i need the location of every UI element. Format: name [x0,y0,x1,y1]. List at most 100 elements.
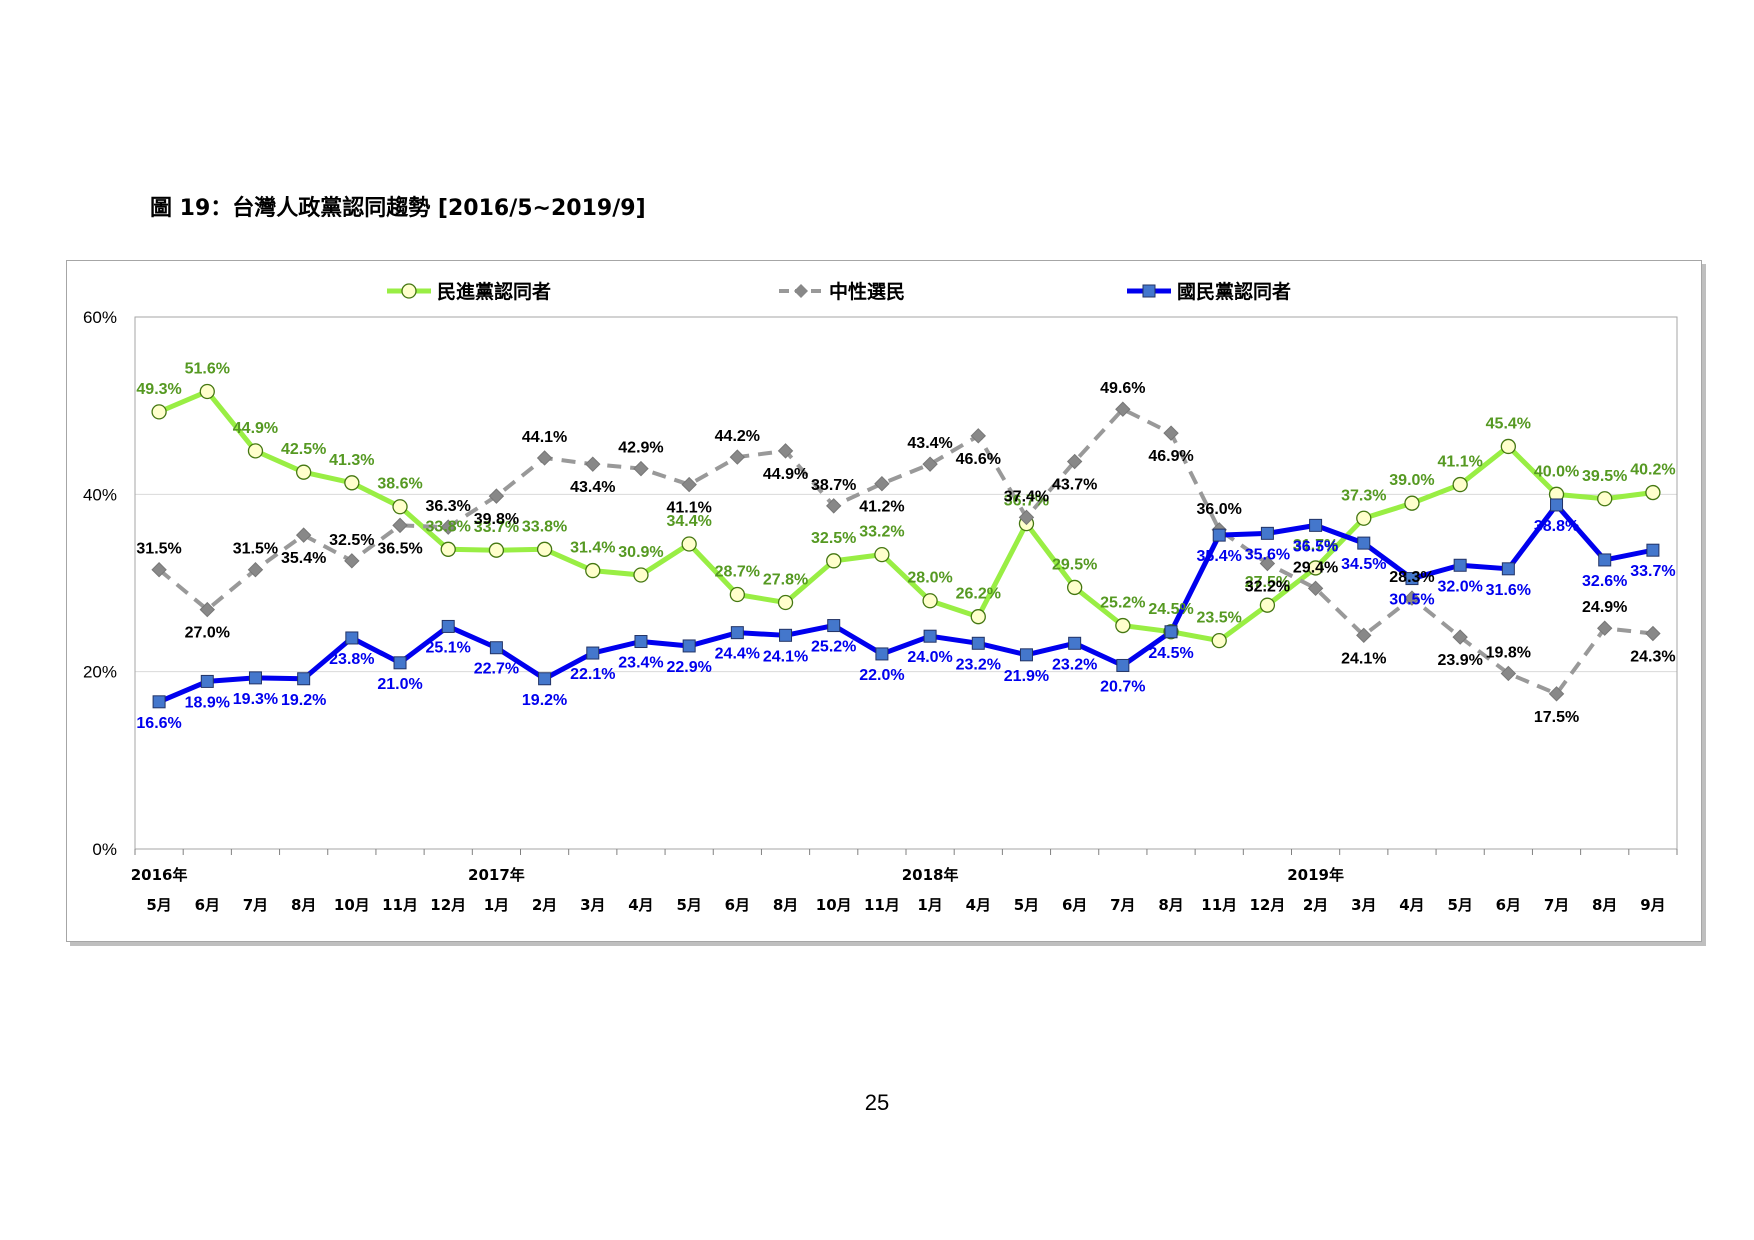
data-label: 31.4% [570,540,615,557]
data-label: 46.9% [1148,448,1193,465]
data-point-diamond [1307,580,1324,597]
data-point-circle [199,383,215,400]
data-point-square [1550,498,1564,512]
data-label: 36.5% [377,540,422,557]
data-label: 39.8% [474,511,519,528]
data-label: 35.4% [1197,548,1242,565]
data-point-circle [151,404,167,420]
data-label: 27.0% [185,625,230,642]
data-label: 23.8% [329,651,374,668]
data-label: 37.3% [1341,487,1386,504]
data-point-square [875,647,889,661]
data-label: 22.9% [666,659,711,676]
data-point-diamond [536,450,553,466]
x-tick-label: 5月 [1014,896,1039,914]
series-markers [151,383,1661,709]
data-label: 24.5% [1148,601,1193,618]
data-point-square [827,619,841,633]
data-label: 36.3% [426,498,471,515]
data-label: 33.2% [859,524,904,541]
data-point-circle [296,464,312,480]
data-point-diamond [440,519,456,535]
data-label: 32.6% [1582,573,1627,590]
data-point-circle [1211,632,1227,649]
data-point-diamond [488,488,505,504]
data-point-square [393,656,407,670]
x-tick-label: 2月 [532,896,557,914]
data-point-square [1405,572,1419,586]
data-point-circle [729,586,745,603]
data-label: 26.2% [956,586,1001,603]
data-label: 21.0% [377,676,422,693]
data-label: 36.5% [1293,538,1338,555]
data-point-square [1164,625,1178,639]
x-tick-label: 7月 [1110,896,1135,914]
x-tick-label: 3月 [1351,896,1376,914]
data-point-square [779,628,793,642]
data-label: 43.4% [907,435,952,452]
data-label: 23.2% [956,656,1001,673]
data-label: 25.1% [426,639,471,656]
data-label: 32.2% [1245,578,1290,595]
data-point-circle [488,542,505,558]
data-point-circle [970,609,986,625]
data-point-square [923,629,937,643]
data-point-diamond [1548,686,1565,702]
data-label: 41.2% [859,499,904,516]
page-title: 圖 19：台灣人政黨認同趨勢 [2016/5~2019/9] [150,196,646,221]
data-label: 31.7% [1293,537,1338,554]
data-point-diamond [729,449,746,465]
data-point-diamond [1163,425,1179,441]
data-label: 44.1% [522,429,567,446]
x-tick-label: 2月 [1303,896,1328,914]
data-label: 24.3% [1630,649,1675,666]
x-tick-label: 9月 [1640,896,1665,914]
data-labels: 49.3%51.6%44.9%42.5%41.3%38.6%33.8% 33.7%… [136,360,1675,731]
data-point-circle [1356,510,1372,526]
y-tick-label: 40% [83,485,117,504]
data-label: 38.6% [377,476,422,493]
data-point-square [1019,648,1033,662]
data-label: 24.4% [715,646,760,663]
data-point-diamond [392,517,408,534]
x-tick-label: 6月 [1496,896,1521,914]
data-label: 34.5% [1341,556,1386,573]
axes: 0% 20% 40% 60% 5月 6月 7月 8月 10月 11月 12月 1月 2月 3月 4月 5月 6月… [83,308,1678,914]
data-label: 19.3% [233,691,278,708]
data-label: 23.4% [618,655,663,672]
data-label: 32.5% [329,532,374,549]
data-label: 19.2% [522,692,567,709]
data-point-square [1309,518,1323,532]
data-label: 42.9% [618,440,663,457]
data-label: 42.5% [281,441,326,458]
data-label: 21.9% [1004,668,1049,685]
x-tick-label: 1月 [484,896,509,914]
data-point-circle [1597,491,1613,507]
data-point-diamond [247,561,264,578]
x-tick-label: 11月 [864,896,900,914]
data-point-diamond [199,601,215,618]
data-label: 25.2% [1100,595,1145,612]
x-year-label: 2019年 [1287,866,1344,884]
x-tick-label: 8月 [291,896,316,914]
series-line-1 [157,407,1654,696]
data-point-diamond [1356,627,1372,644]
data-label: 43.7% [1052,477,1097,494]
data-label: 44.9% [763,466,808,483]
x-tick-label: 5月 [1447,896,1472,914]
data-point-diamond [151,561,167,578]
data-label: 32.0% [1437,578,1482,595]
series-lines [157,388,1654,705]
data-point-diamond [1066,453,1083,470]
gridlines [135,493,1677,673]
data-label: 44.9% [233,420,278,437]
legend-label: 民進黨認同者 [437,280,551,303]
data-label: 33.8% [426,518,471,535]
data-label: 30.9% [618,544,663,561]
chart-frame: 0% 20% 40% 60% 5月 6月 7月 8月 10月 11月 12月 1月 2月 3月 4月 5月 6月… [66,260,1702,942]
data-label: 43.4% [570,479,615,496]
data-label: 22.1% [570,666,615,683]
x-tick-label: 5月 [676,896,701,914]
x-tick-label: 10月 [816,896,852,914]
data-point-square [248,671,262,685]
